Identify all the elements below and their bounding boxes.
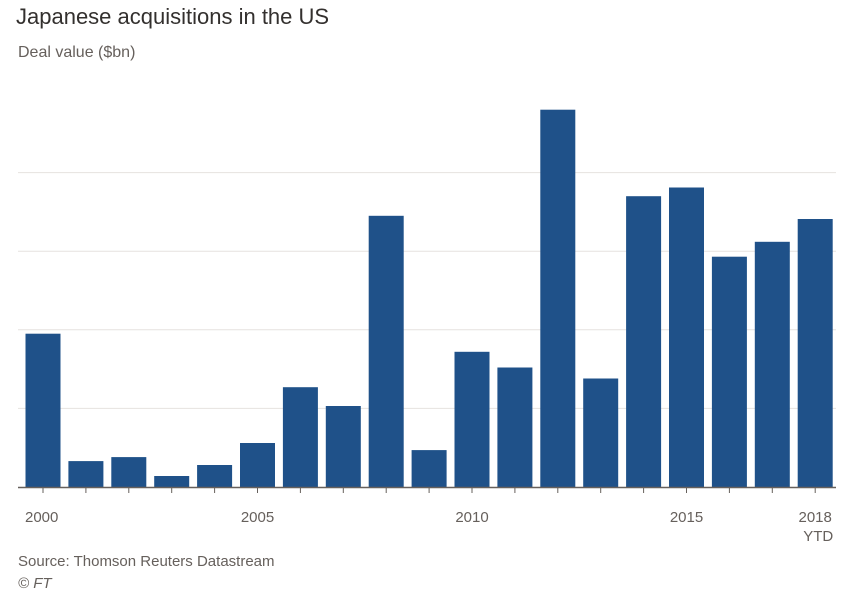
bar-2012 (540, 109, 576, 487)
bar-2009 (411, 450, 447, 487)
x-tick-label-2015: 2015 (670, 509, 703, 526)
x-tick-label-2010: 2010 (455, 509, 488, 526)
x-tick-labels: 2000 2005 2010 2015 2018 YTD (25, 509, 833, 545)
bar-2011 (497, 367, 533, 487)
bar-2010 (454, 351, 490, 487)
bar-2005 (240, 443, 275, 487)
source-note: Source: Thomson Reuters Datastream (18, 553, 275, 570)
bar-2015 (669, 187, 704, 487)
x-tick-label-2000: 2000 (25, 509, 58, 526)
bar-2004 (197, 465, 233, 487)
chart-title: Japanese acquisitions in the US (16, 4, 330, 29)
bar-2006 (282, 387, 318, 487)
bar-2017 (754, 241, 790, 487)
x-tick-label-ytd: YTD (803, 528, 833, 545)
x-tick-label-2005: 2005 (241, 509, 274, 526)
x-axis (18, 486, 836, 493)
bar-2001 (68, 461, 104, 487)
bar-2002 (111, 457, 147, 487)
y-axis-label: Deal value ($bn) (18, 44, 136, 61)
bar-2003 (154, 476, 190, 487)
bar-2008 (368, 215, 404, 488)
bar-2000 (25, 333, 61, 487)
bar-2016 (711, 256, 747, 487)
bar-chart: 2000 2005 2010 2015 2018 YTD (18, 109, 836, 545)
bar-2013 (583, 378, 619, 487)
x-tick-label-2018: 2018 (799, 509, 832, 526)
bar-2018-ytd (797, 219, 833, 487)
bar-2014 (626, 196, 662, 487)
bar-2007 (325, 406, 361, 487)
ft-credit: © FT (18, 575, 52, 592)
bars (25, 109, 833, 488)
